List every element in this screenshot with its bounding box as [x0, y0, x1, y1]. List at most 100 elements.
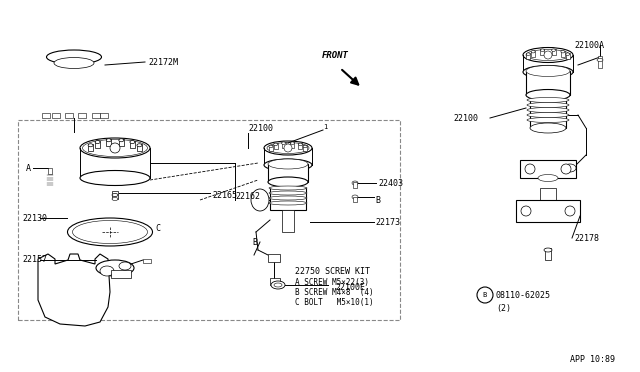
Ellipse shape: [67, 218, 152, 246]
Circle shape: [110, 143, 120, 153]
Bar: [106, 139, 111, 146]
Ellipse shape: [95, 141, 100, 144]
Bar: [52, 113, 60, 118]
Bar: [268, 254, 280, 262]
Text: 22100: 22100: [248, 124, 273, 132]
Ellipse shape: [54, 58, 94, 68]
Ellipse shape: [552, 49, 556, 51]
Bar: [540, 188, 556, 200]
Bar: [291, 142, 294, 148]
Text: 22403: 22403: [378, 179, 403, 187]
Ellipse shape: [269, 145, 273, 148]
Text: 22172M: 22172M: [148, 58, 178, 67]
Ellipse shape: [530, 123, 566, 133]
Bar: [552, 49, 556, 55]
Ellipse shape: [269, 186, 307, 190]
Bar: [88, 144, 93, 151]
Bar: [282, 142, 285, 148]
Ellipse shape: [526, 49, 570, 61]
Ellipse shape: [106, 139, 111, 142]
Circle shape: [284, 144, 292, 152]
Ellipse shape: [531, 50, 535, 53]
Ellipse shape: [527, 112, 569, 118]
Ellipse shape: [264, 159, 312, 171]
Ellipse shape: [564, 164, 576, 172]
Ellipse shape: [268, 159, 308, 169]
Ellipse shape: [274, 283, 282, 287]
Ellipse shape: [268, 177, 308, 187]
Text: 22157: 22157: [22, 256, 47, 264]
Bar: [520, 160, 576, 178]
Bar: [42, 113, 50, 118]
Text: 22130: 22130: [22, 214, 47, 222]
Ellipse shape: [566, 53, 570, 55]
Polygon shape: [38, 254, 110, 326]
Text: 22165: 22165: [212, 190, 237, 199]
Text: A: A: [26, 164, 31, 173]
Circle shape: [477, 287, 493, 303]
Text: 22750 SCREW KIT: 22750 SCREW KIT: [295, 267, 370, 276]
Ellipse shape: [100, 266, 114, 276]
Ellipse shape: [269, 201, 307, 205]
Ellipse shape: [597, 58, 603, 61]
Bar: [298, 143, 302, 149]
Bar: [353, 182, 357, 188]
Bar: [268, 164, 308, 182]
Bar: [112, 191, 118, 199]
Ellipse shape: [526, 65, 570, 77]
Ellipse shape: [282, 142, 285, 144]
Ellipse shape: [47, 50, 102, 64]
Ellipse shape: [527, 108, 569, 112]
Circle shape: [561, 164, 571, 174]
Text: C BOLT   M5×10(1): C BOLT M5×10(1): [295, 298, 374, 308]
Text: B SCREW M4×8  (4): B SCREW M4×8 (4): [295, 289, 374, 298]
Ellipse shape: [80, 138, 150, 158]
Ellipse shape: [96, 260, 134, 276]
Ellipse shape: [251, 189, 269, 211]
Bar: [541, 49, 545, 55]
Ellipse shape: [88, 144, 93, 147]
Ellipse shape: [538, 174, 558, 182]
Bar: [526, 53, 531, 59]
Ellipse shape: [527, 118, 569, 122]
Bar: [130, 141, 135, 148]
Ellipse shape: [119, 139, 124, 142]
Bar: [561, 51, 565, 57]
Ellipse shape: [352, 181, 358, 185]
Bar: [282, 210, 294, 232]
Bar: [48, 168, 52, 174]
Bar: [353, 197, 357, 202]
Ellipse shape: [303, 145, 307, 148]
Bar: [143, 259, 151, 263]
Text: 22178: 22178: [574, 234, 599, 243]
Ellipse shape: [274, 143, 278, 145]
Circle shape: [565, 206, 575, 216]
Ellipse shape: [130, 141, 135, 144]
Text: B: B: [375, 196, 380, 205]
Text: (2): (2): [496, 304, 511, 312]
Bar: [566, 53, 570, 59]
Bar: [270, 278, 280, 285]
Ellipse shape: [523, 65, 573, 78]
Bar: [274, 143, 278, 149]
Text: 08110-62025: 08110-62025: [496, 291, 551, 299]
Ellipse shape: [527, 103, 569, 108]
Ellipse shape: [298, 143, 302, 145]
Bar: [303, 145, 307, 151]
Ellipse shape: [561, 50, 565, 53]
Ellipse shape: [264, 141, 312, 155]
Ellipse shape: [119, 262, 131, 270]
Bar: [545, 248, 551, 260]
Ellipse shape: [527, 97, 569, 103]
Bar: [111, 270, 131, 278]
Text: 22100: 22100: [453, 113, 478, 122]
Ellipse shape: [291, 142, 294, 144]
Text: A SCREW M5×22(3): A SCREW M5×22(3): [295, 279, 369, 288]
Ellipse shape: [72, 221, 147, 244]
Ellipse shape: [83, 140, 147, 157]
Text: C: C: [155, 224, 160, 232]
Bar: [269, 145, 273, 151]
Ellipse shape: [267, 142, 309, 154]
Ellipse shape: [112, 193, 118, 196]
Text: 22173: 22173: [375, 218, 400, 227]
